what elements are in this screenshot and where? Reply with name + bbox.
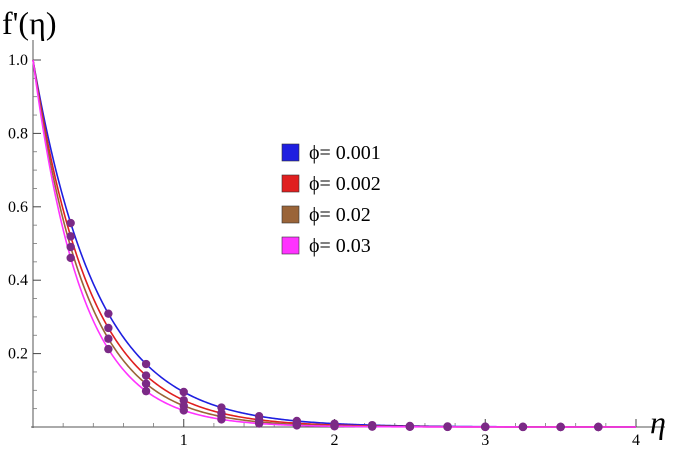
- legend-swatch: [281, 143, 300, 162]
- data-point: [254, 419, 264, 428]
- data-point: [330, 422, 339, 431]
- data-point: [367, 422, 377, 431]
- data-point: [66, 253, 75, 263]
- data-point: [556, 422, 565, 432]
- data-point: [141, 379, 151, 388]
- data-point: [179, 387, 188, 397]
- data-point: [179, 406, 188, 415]
- data-point: [481, 422, 490, 432]
- data-point: [217, 415, 226, 424]
- data-point: [405, 422, 415, 432]
- legend: ϕ= 0.001 ϕ= 0.002 ϕ= 0.02 ϕ= 0.03: [281, 142, 381, 257]
- axes: 1 2 3 4 0.2 0.4 0.6 0.8 1.0: [8, 40, 665, 449]
- legend-label: ϕ= 0.002: [309, 173, 381, 195]
- y-tick-label: 1.0: [8, 52, 28, 69]
- x-tick-label: 3: [481, 432, 489, 449]
- y-tick-label: 0.6: [8, 199, 28, 216]
- legend-label: ϕ= 0.001: [309, 142, 381, 164]
- x-axis-title: η: [650, 404, 666, 440]
- legend-label: ϕ= 0.03: [309, 235, 371, 257]
- data-point: [292, 421, 302, 430]
- y-tick-label: 0.4: [8, 272, 28, 289]
- x-tick-label: 4: [632, 432, 640, 449]
- y-tick-label: 0.2: [8, 346, 28, 363]
- legend-swatch: [281, 205, 300, 224]
- x-tick-label: 1: [180, 432, 188, 449]
- legend-swatch: [281, 236, 300, 255]
- data-point: [594, 422, 603, 432]
- y-axis-title: f'(η): [2, 5, 56, 41]
- data-point: [141, 386, 151, 396]
- data-point: [66, 218, 75, 228]
- legend-label: ϕ= 0.02: [309, 204, 371, 226]
- legend-swatch: [281, 174, 300, 193]
- data-point: [104, 334, 113, 343]
- data-point: [518, 422, 528, 432]
- data-point: [443, 422, 452, 432]
- data-point: [66, 232, 75, 241]
- data-point: [141, 371, 151, 380]
- data-point: [104, 309, 113, 318]
- data-point: [104, 323, 113, 333]
- data-point: [66, 242, 75, 252]
- data-point: [141, 359, 151, 369]
- markers: [66, 218, 603, 432]
- data-point: [104, 344, 113, 354]
- y-tick-label: 0.8: [8, 125, 28, 142]
- x-tick-label: 2: [331, 432, 339, 449]
